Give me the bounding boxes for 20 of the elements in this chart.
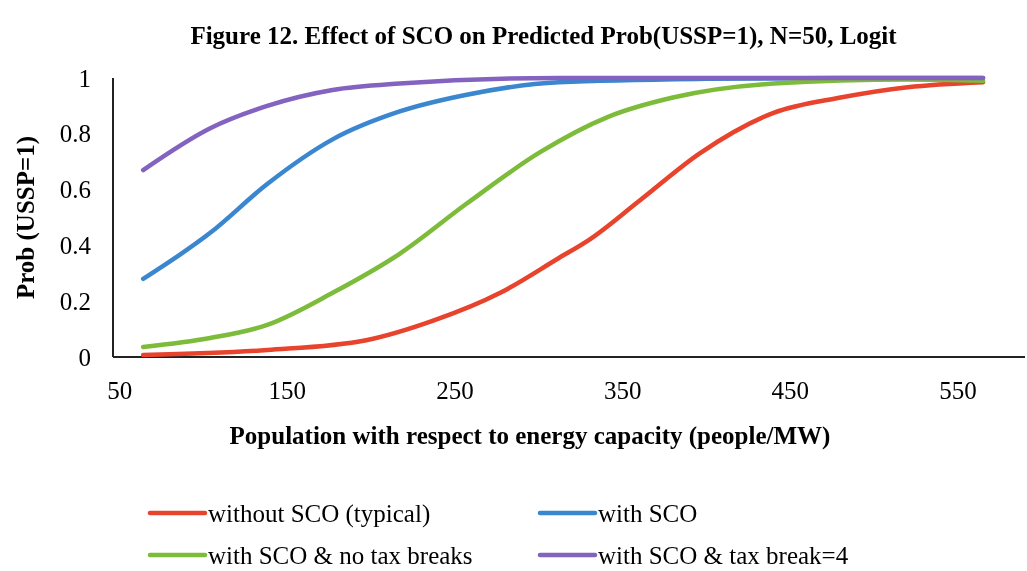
legend-label: with SCO & tax break=4 <box>598 541 849 569</box>
x-tick-label: 350 <box>603 377 642 404</box>
y-tick-label: 1 <box>78 64 91 92</box>
x-tick-label: 450 <box>771 377 810 404</box>
x-tick-label: 50 <box>107 377 133 404</box>
y-tick-label: 0.8 <box>59 120 91 148</box>
y-tick-label: 0.6 <box>59 176 91 204</box>
y-tick-label: 0.2 <box>59 287 91 315</box>
x-tick-label: 250 <box>436 377 474 404</box>
x-tick-label: 550 <box>939 377 977 404</box>
legend-label: with SCO & no tax breaks <box>208 541 473 569</box>
legend-label: without SCO (typical) <box>208 499 431 528</box>
line-series <box>140 75 986 173</box>
y-tick-label: 0.4 <box>59 231 92 259</box>
x-axis-title: Population with respect to energy capacity (people/MW) <box>229 422 831 450</box>
y-tick-label: 0 <box>78 343 91 371</box>
chart-title: Figure 12. Effect of SCO on Predicted Prob(USSP=1), N=50, Logit <box>190 22 898 50</box>
y-axis-title: Prob (USSP=1) <box>12 135 40 300</box>
legend-label: with SCO <box>598 499 698 527</box>
x-tick-label: 150 <box>268 377 307 404</box>
